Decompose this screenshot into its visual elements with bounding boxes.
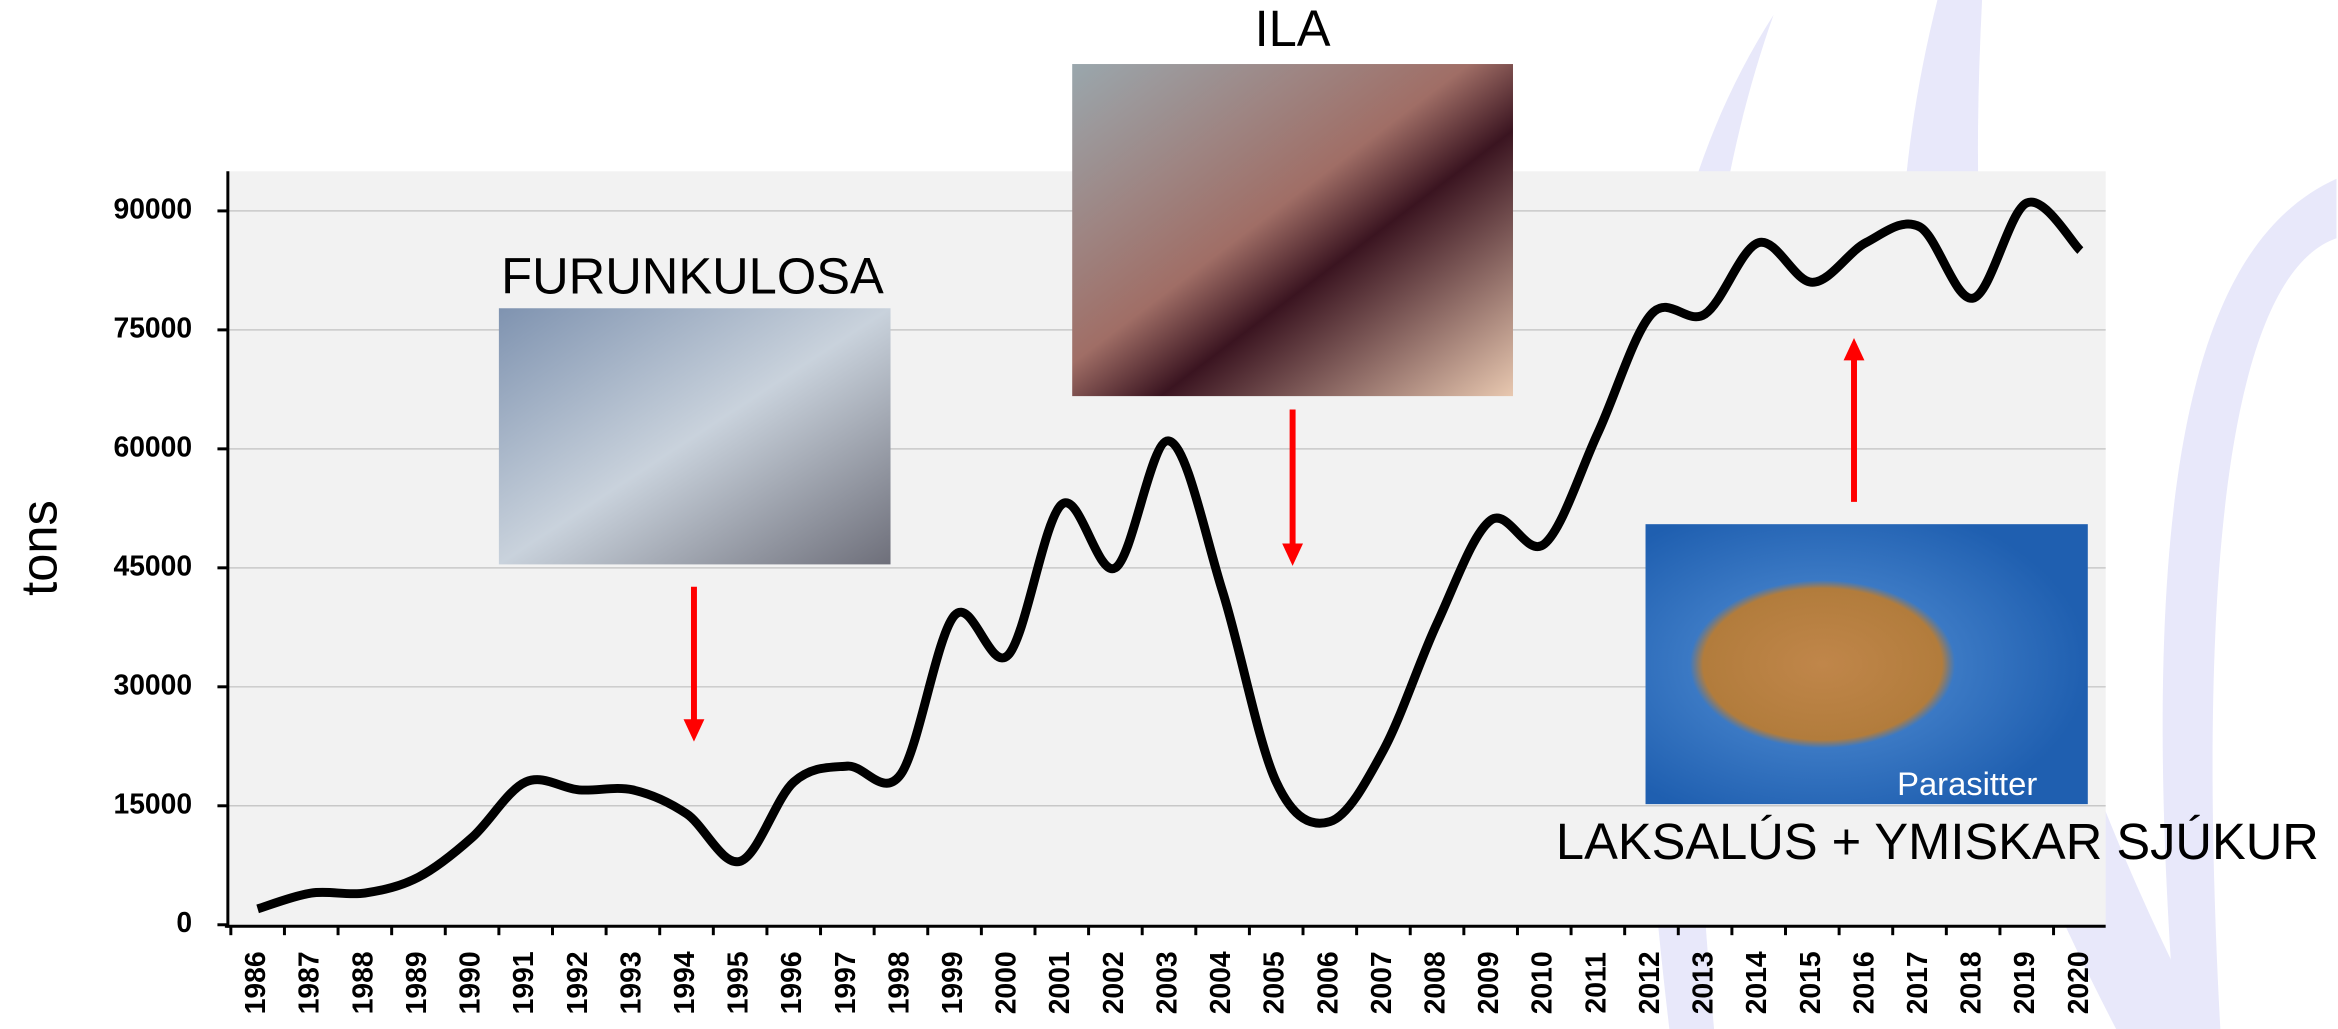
x-tick-label: 2000 [990, 951, 1022, 1014]
x-tick-label: 1997 [829, 951, 861, 1014]
x-tick-label: 1989 [400, 951, 432, 1014]
x-tick-label: 2006 [1311, 951, 1343, 1014]
x-tick-label: 2004 [1204, 951, 1236, 1014]
x-tick-label: 2008 [1419, 951, 1451, 1014]
x-tick-label: 2005 [1258, 951, 1290, 1014]
x-tick-label: 1998 [882, 951, 914, 1014]
fish-photo [1072, 64, 1513, 397]
x-tick-label: 1990 [454, 951, 486, 1014]
y-tick-label: 75000 [113, 311, 192, 343]
x-tick-label: 2017 [1901, 951, 1933, 1014]
annotation: LAKSALÚS + YMISKAR SJÚKUR [1556, 813, 2319, 870]
x-tick-label: 2019 [2008, 951, 2040, 1014]
x-tick-label: 1996 [775, 951, 807, 1014]
y-tick-label: 90000 [113, 192, 192, 224]
x-tick-label: 1994 [668, 951, 700, 1014]
y-tick-label: 30000 [113, 668, 192, 700]
x-tick-label: 1992 [561, 951, 593, 1014]
y-tick-label: 45000 [113, 549, 192, 581]
x-tick-label: 2014 [1740, 951, 1772, 1014]
x-tick-label: 2011 [1579, 952, 1611, 1013]
data-line [256, 197, 2084, 914]
x-tick-label: 2007 [1365, 951, 1397, 1014]
annotation: Parasitter [1897, 765, 2037, 802]
x-tick-label: 2003 [1150, 951, 1182, 1014]
parasite-photo [1645, 524, 2088, 805]
y-tick-label: 15000 [113, 787, 192, 819]
x-tick-label: 2001 [1043, 951, 1075, 1014]
x-tick-label: 1999 [936, 951, 968, 1014]
x-tick-label: 2010 [1526, 951, 1558, 1014]
y-axis-label: tons [11, 500, 68, 596]
x-tick-label: 2013 [1687, 951, 1719, 1014]
x-tick-label: 1991 [507, 951, 539, 1014]
y-tick-label: 60000 [113, 430, 192, 462]
annotation: ILA [1255, 0, 1331, 57]
arrows [683, 338, 1865, 742]
annotation: FURUNKULOSA [501, 247, 884, 304]
x-tick-label: 2018 [1955, 951, 1987, 1014]
x-tick-label: 2009 [1472, 951, 1504, 1014]
y-tick-label: 0 [176, 906, 192, 938]
x-tick-label: 1993 [614, 951, 646, 1014]
x-tick-label: 2015 [1794, 951, 1826, 1014]
x-tick-label: 1995 [722, 951, 754, 1014]
x-tick-label: 2020 [2062, 951, 2094, 1014]
fish-photo [498, 308, 891, 565]
x-tick-label: 1987 [293, 951, 325, 1014]
x-tick-label: 2002 [1097, 951, 1129, 1014]
x-tick-label: 2012 [1633, 951, 1665, 1014]
x-tick-label: 2016 [1847, 951, 1879, 1014]
x-tick-label: 1988 [346, 951, 378, 1014]
x-tick-label: 1986 [239, 951, 271, 1014]
